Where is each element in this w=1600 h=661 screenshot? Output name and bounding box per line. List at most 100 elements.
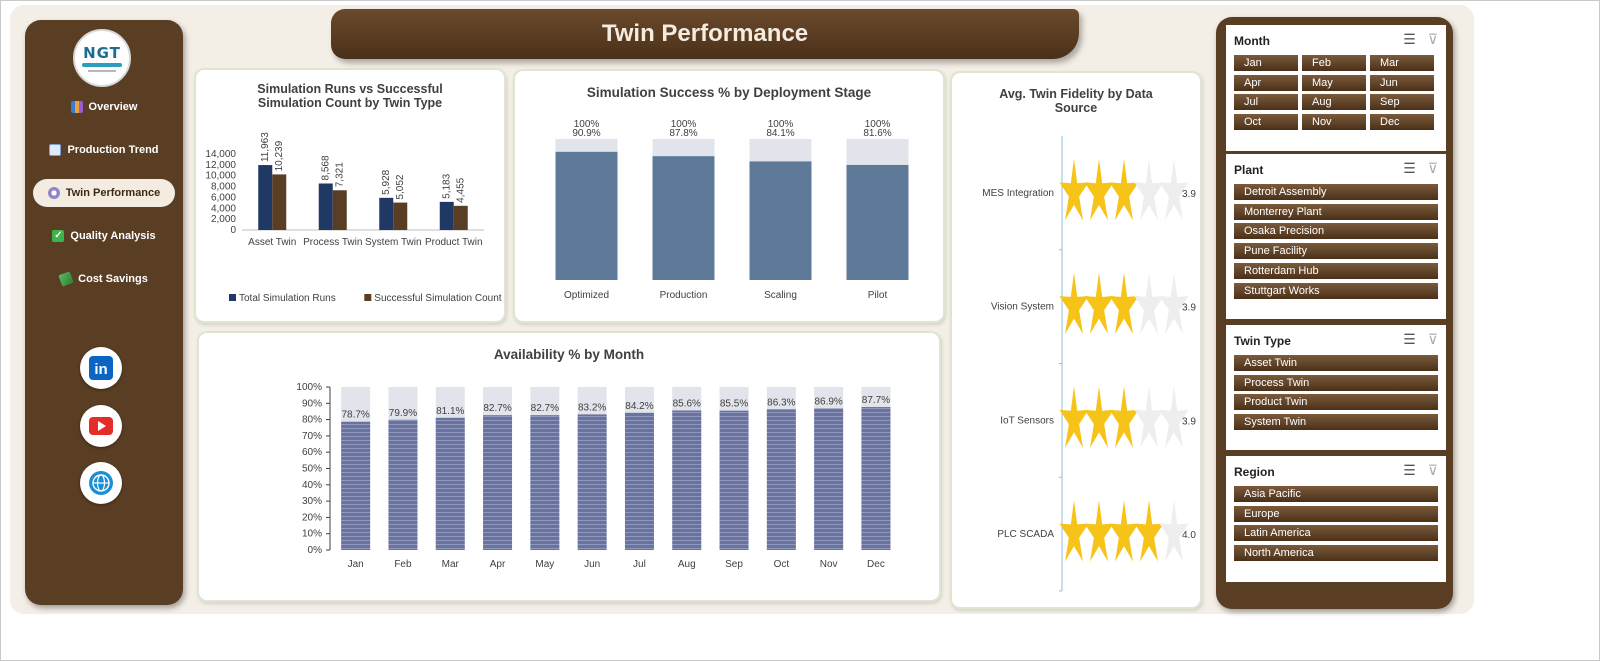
data-label: 84.2% — [625, 401, 653, 412]
rating-star — [1109, 386, 1139, 448]
slicer-title: Region — [1234, 465, 1275, 479]
slicer-item[interactable]: Dec — [1370, 114, 1434, 131]
slicer-item[interactable]: Product Twin — [1234, 394, 1438, 411]
clear-filter-icon[interactable]: ⊽ — [1427, 160, 1438, 176]
data-label: 3.9 — [1182, 303, 1196, 314]
nav-overview[interactable]: Overview — [33, 93, 175, 121]
slicer-item[interactable]: Apr — [1234, 74, 1298, 91]
slicer-month: Month ☰ ⊽ Jan Feb Mar Apr May Jun Jul Aug Sep Oct… — [1226, 25, 1446, 151]
category-label: MES Integration — [982, 188, 1054, 199]
slicer-item[interactable]: Latin America — [1234, 525, 1438, 542]
data-label: 5,183 — [442, 173, 453, 198]
clear-filter-icon[interactable]: ⊽ — [1427, 331, 1438, 347]
bar — [672, 410, 702, 550]
y-tick-label: 80% — [302, 415, 322, 426]
slicer-item[interactable]: Mar — [1370, 55, 1434, 71]
bar — [272, 174, 287, 230]
data-label: 4.0 — [1182, 530, 1196, 541]
clear-filter-icon[interactable]: ⊽ — [1427, 31, 1438, 47]
data-label: 82.7% — [483, 403, 511, 414]
rating-star — [1134, 158, 1164, 221]
slicer-icons: ☰ ⊽ — [1403, 31, 1438, 48]
slicer-item[interactable]: Osaka Precision — [1234, 223, 1438, 240]
multi-select-icon[interactable]: ☰ — [1403, 331, 1416, 347]
website-button[interactable] — [80, 462, 122, 504]
rating-star — [1084, 272, 1114, 335]
multi-select-icon[interactable]: ☰ — [1403, 160, 1416, 176]
checkbox-icon: ✓ — [52, 230, 65, 242]
y-tick-label: 50% — [302, 464, 322, 475]
data-label: 3.9 — [1182, 189, 1196, 200]
slicer-item[interactable]: Europe — [1234, 505, 1438, 522]
x-tick-label: Jun — [584, 559, 600, 570]
slicer-item[interactable]: Monterrey Plant — [1234, 203, 1438, 220]
category-label: Vision System — [991, 302, 1054, 313]
slicer-item[interactable]: Asia Pacific — [1234, 486, 1438, 502]
slicer-icons: ☰ ⊽ — [1403, 331, 1438, 348]
target-label: 100% — [671, 119, 697, 130]
simulation-success-card: Simulation Success % by Deployment Stage… — [513, 69, 945, 323]
slicer-item[interactable]: North America — [1234, 545, 1438, 562]
nav-cost-savings[interactable]: Cost Savings — [33, 265, 175, 293]
slicer-item[interactable]: Aug — [1302, 94, 1366, 111]
data-label: 7,321 — [335, 162, 346, 187]
simulation-success-chart: 100%90.9%Optimized100%87.8%Production100… — [555, 119, 909, 301]
data-label: 87.8% — [669, 128, 697, 139]
slicer-item[interactable]: Asset Twin — [1234, 355, 1438, 371]
slicer-item[interactable]: Process Twin — [1234, 374, 1438, 391]
bar — [814, 408, 844, 550]
bar — [530, 415, 560, 550]
data-label: 87.7% — [862, 395, 890, 406]
y-tick-label: 10% — [302, 529, 322, 540]
x-tick-label: Mar — [442, 559, 460, 570]
svg-text:in: in — [94, 361, 107, 378]
slicer-item[interactable]: Oct — [1234, 114, 1298, 131]
slicer-item[interactable]: Rotterdam Hub — [1234, 262, 1438, 279]
bar — [453, 205, 468, 230]
y-tick-label: 10,000 — [205, 171, 236, 182]
clear-filter-icon[interactable]: ⊽ — [1427, 462, 1438, 478]
y-tick-label: 12,000 — [205, 160, 236, 171]
nav-twin-performance[interactable]: Twin Performance — [33, 179, 175, 207]
slicer-item[interactable]: May — [1302, 74, 1366, 91]
title-line: Source — [1054, 101, 1098, 115]
slicer-item[interactable]: Feb — [1302, 55, 1366, 71]
rating-star — [1159, 386, 1189, 448]
slicer-item[interactable]: Nov — [1302, 114, 1366, 131]
youtube-icon — [89, 417, 113, 435]
slicer-item[interactable]: Stuttgart Works — [1234, 282, 1438, 299]
nav-label: Production Trend — [67, 144, 159, 156]
bar — [861, 407, 891, 550]
nav-production-trend[interactable]: Production Trend — [33, 136, 175, 164]
rating-star — [1109, 500, 1139, 562]
x-tick-label: May — [535, 559, 554, 570]
nav-label: Cost Savings — [78, 273, 148, 285]
slicer-item[interactable]: Pune Facility — [1234, 243, 1438, 260]
slicer-item[interactable]: Jul — [1234, 94, 1298, 111]
nav-quality-analysis[interactable]: ✓ Quality Analysis — [33, 222, 175, 250]
sidebar: NGT Overview Production Trend Twin Perfo… — [25, 20, 183, 605]
slicer-item[interactable]: Sep — [1370, 94, 1434, 111]
slicer-item[interactable]: Jun — [1370, 74, 1434, 91]
legend-swatch — [364, 294, 372, 301]
simulation-success-title: Simulation Success % by Deployment Stage — [586, 85, 872, 100]
youtube-button[interactable] — [80, 405, 122, 447]
data-label: 85.5% — [720, 399, 748, 410]
linkedin-button[interactable]: in — [80, 347, 122, 389]
slicer-icons: ☰ ⊽ — [1403, 462, 1438, 479]
multi-select-icon[interactable]: ☰ — [1403, 462, 1416, 478]
bar — [766, 409, 796, 550]
y-tick-label: 30% — [302, 496, 322, 507]
x-tick-label: Sep — [725, 559, 743, 570]
slicer-item[interactable]: Detroit Assembly — [1234, 184, 1438, 200]
multi-select-icon[interactable]: ☰ — [1403, 31, 1416, 47]
slicer-item[interactable]: Jan — [1234, 55, 1298, 71]
fidelity-title: Avg. Twin Fidelity by Data Source — [952, 87, 1200, 115]
bar — [652, 156, 715, 280]
x-tick-label: Jan — [348, 559, 364, 570]
x-tick-label: Jul — [633, 559, 646, 570]
slicer-item[interactable]: System Twin — [1234, 414, 1438, 431]
nav-label: Quality Analysis — [70, 230, 156, 242]
y-tick-label: 0 — [230, 225, 236, 236]
